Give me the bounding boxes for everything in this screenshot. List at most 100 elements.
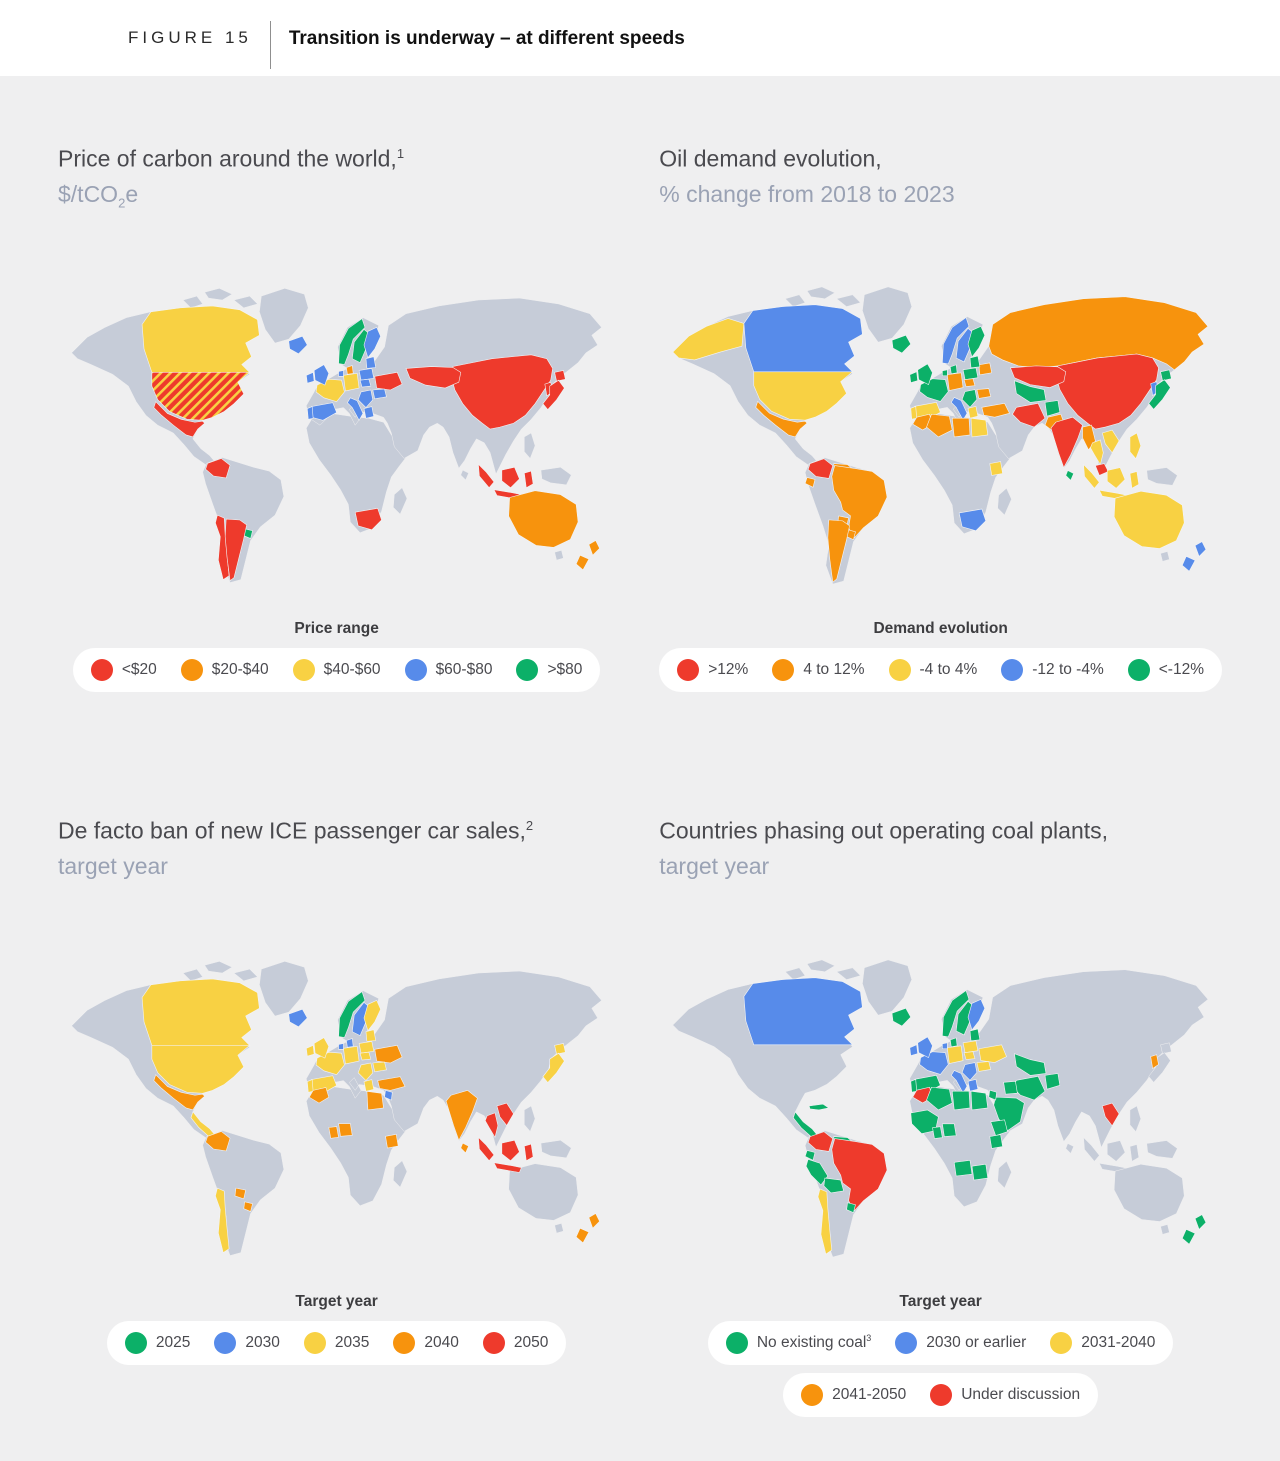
country-kenya: [989, 1133, 1004, 1149]
base-landmass: [306, 413, 407, 534]
base-landmass: [259, 288, 309, 344]
country-korea: [1150, 1053, 1160, 1069]
country-brazil: [831, 1137, 888, 1211]
base-landmass: [1114, 1163, 1185, 1222]
base-landmass: [524, 1105, 536, 1132]
base-landmass: [259, 960, 309, 1016]
base-landmass: [182, 968, 204, 981]
country-nigeria: [942, 1122, 957, 1137]
base-landmass: [1160, 1223, 1170, 1235]
base-landmass: [1107, 1139, 1126, 1162]
legend-dot: [393, 1331, 416, 1354]
country-ecuador: [804, 1149, 816, 1161]
legend-row: <$20 $20-$40 $40-$60 $60-$80 >$80: [58, 648, 615, 693]
country-kenya: [385, 1133, 399, 1148]
country-brazil: [831, 465, 888, 539]
base-landmass: [393, 487, 408, 515]
country-ukraine: [374, 372, 403, 391]
country-uk: [313, 1036, 330, 1059]
legend-dot: [895, 1331, 918, 1354]
country-baltics: [969, 355, 981, 369]
legend-label: 4 to 12%: [803, 661, 865, 679]
country-balkans: [357, 1062, 374, 1081]
country-algeria: [926, 1086, 953, 1110]
country-indonesia: [478, 1136, 534, 1173]
country-portugal: [306, 406, 314, 420]
country-ireland: [909, 371, 919, 384]
legend-item: 2030 or earlier: [895, 1331, 1026, 1354]
country-chile: [215, 1187, 230, 1253]
country-colombia: [807, 1130, 834, 1152]
base-landmass: [836, 967, 862, 980]
country-srilanka: [1065, 470, 1075, 482]
base-landmass: [785, 294, 806, 308]
country-poland: [358, 368, 375, 381]
subtitle-text: $/tCO: [58, 180, 119, 207]
legend-item: <-12%: [1127, 659, 1204, 682]
country-ecuador: [804, 477, 816, 488]
country-finland: [967, 998, 986, 1031]
legend-dot: [1127, 659, 1150, 682]
legend-label: 2025: [155, 1333, 191, 1351]
country-ghana: [328, 1125, 339, 1139]
base-landmass: [508, 1162, 579, 1221]
country-denmark: [950, 364, 958, 375]
legend-dot: [888, 659, 911, 682]
country-iceland: [891, 335, 912, 354]
country-germany: [947, 372, 964, 392]
country-belarus: [978, 362, 993, 376]
country-vietnam: [496, 1102, 514, 1126]
country-peru: [806, 1158, 829, 1185]
country-vietnam: [1102, 1102, 1120, 1126]
legend-row: No existing coal3 2030 or earlier 2031-2…: [707, 1320, 1174, 1365]
country-france: [919, 1050, 949, 1075]
panel-title-text: Oil demand evolution,: [659, 145, 882, 172]
country-poland: [962, 367, 979, 381]
country-algeria: [926, 414, 953, 438]
country-nz: [575, 540, 600, 571]
legend-dot: [180, 659, 203, 682]
subtitle-text: % change from 2018 to 2023: [659, 180, 955, 207]
legend-pill: 2041-2050 Under discussion: [783, 1372, 1099, 1417]
base-landmass: [554, 550, 564, 561]
legend-label-text: No existing coal: [756, 1334, 867, 1352]
country-germany: [343, 1045, 360, 1064]
country-romania: [372, 1061, 387, 1072]
country-finland: [363, 999, 381, 1031]
figure-grid: Price of carbon around the world,1 $/tCO…: [0, 76, 1280, 1417]
legend-dot: [404, 659, 427, 682]
legend-label: -12 to -4%: [1032, 661, 1104, 679]
base-landmass: [1146, 1139, 1178, 1159]
header-divider: [269, 21, 271, 69]
country-uk: [917, 1035, 934, 1058]
figure-label: FIGURE 15: [128, 28, 252, 47]
panel-coal-phaseout: Countries phasing out operating coal pla…: [659, 810, 1222, 1417]
legend-label: >12%: [708, 661, 749, 679]
country-norway: [942, 317, 970, 365]
country-egypt: [970, 418, 989, 438]
country-iraq: [1003, 1080, 1018, 1094]
country-czechia: [963, 1050, 976, 1060]
country-czechia: [359, 1051, 372, 1060]
legend-label: 2040: [424, 1333, 459, 1351]
country-balkans: [961, 1061, 978, 1081]
base-landmass: [393, 1159, 408, 1188]
legend-title: Price range: [294, 620, 379, 638]
country-nigeria: [338, 1122, 353, 1137]
country-thailand: [484, 1111, 499, 1138]
country-usa: [151, 1044, 251, 1094]
country-ukraine: [978, 1043, 1008, 1063]
base-landmass: [1065, 1142, 1075, 1154]
legend-dot: [214, 1331, 237, 1354]
panel-title-text: De facto ban of new ICE passenger car sa…: [58, 817, 526, 844]
country-southafrica: [959, 508, 987, 532]
country-uk: [917, 363, 934, 386]
country-finland: [363, 327, 381, 359]
legend-rows-stack: No existing coal3 2030 or earlier 2031-2…: [659, 1311, 1222, 1417]
country-malaysia: [1095, 463, 1109, 477]
panel-oil-demand-subtitle: % change from 2018 to 2023: [659, 179, 1222, 219]
legend-title: Target year: [295, 1292, 378, 1310]
country-colombia: [205, 458, 231, 479]
country-ireland: [909, 1043, 919, 1056]
base-landmass: [540, 1139, 572, 1158]
